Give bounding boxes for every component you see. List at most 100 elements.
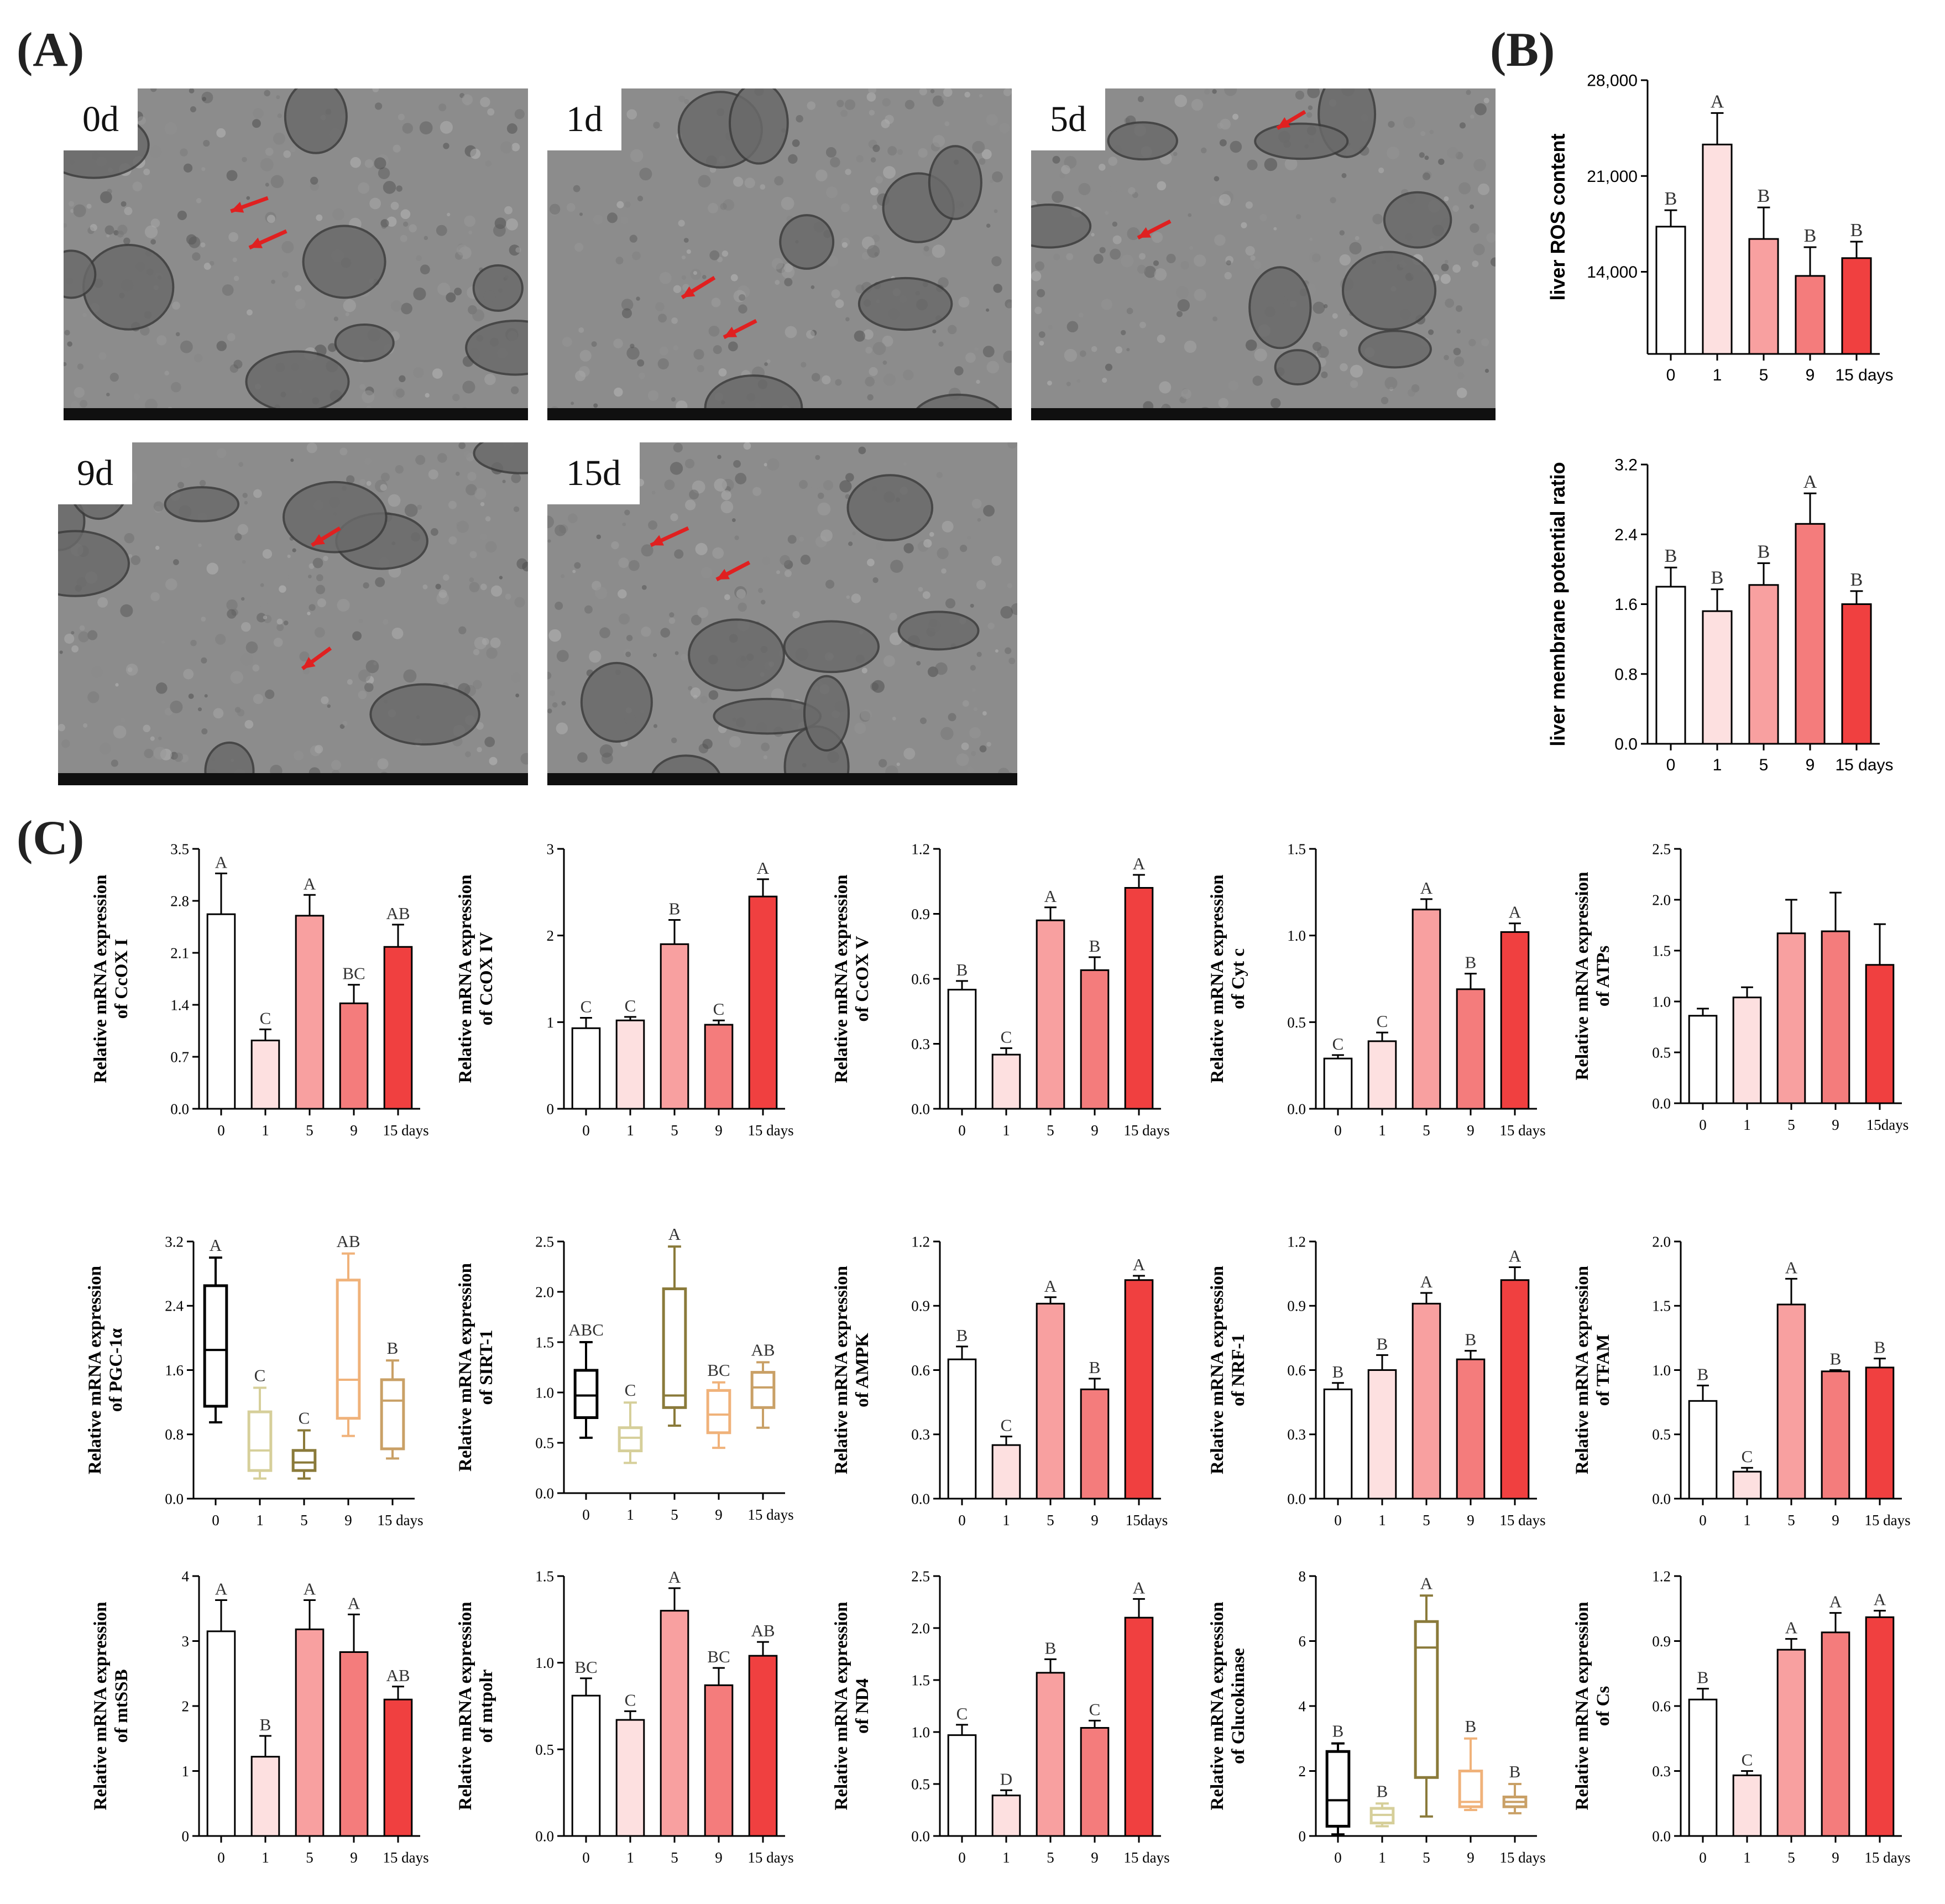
chart-tfam: 0.0 0.5 1.0 1.5 2.0 0 1 5 9 15 days Relative mRNA … xyxy=(1572,1233,1911,1529)
x-tick-label: 0 xyxy=(212,1512,219,1529)
significance-letter: A xyxy=(668,1224,681,1244)
y-tick-label: 2.8 xyxy=(170,893,189,909)
x-tick-label: 1 xyxy=(256,1512,264,1529)
x-tick-label: 5 xyxy=(1423,1849,1430,1866)
x-tick-label: 9 xyxy=(1806,366,1815,384)
box-pgc-4 xyxy=(380,1378,405,1451)
panel-label-b: (B) xyxy=(1490,23,1555,77)
x-tick-label: 5 xyxy=(1047,1122,1054,1139)
significance-letter: BC xyxy=(342,964,365,983)
significance-letter: C xyxy=(1089,1699,1101,1719)
x-tick-label: 1 xyxy=(626,1849,634,1866)
chart-mmp: 0.0 0.8 1.6 2.4 3.2 0 1 5 9 15 days liver membrane… xyxy=(1546,456,1894,775)
bar-tfam-0 xyxy=(1688,1400,1718,1500)
significance-letter: B xyxy=(1711,568,1724,588)
x-tick-label: 0 xyxy=(1666,366,1676,384)
bar-cox1-2 xyxy=(295,915,325,1110)
chart-nd4: 0.0 0.5 1.0 1.5 2.0 2.5 0 1 5 9 15 days Relative mR… xyxy=(832,1568,1170,1866)
y-tick-label: 0.6 xyxy=(911,1362,930,1379)
x-tick-label: 5 xyxy=(306,1849,313,1866)
scale-bar xyxy=(1031,408,1496,420)
bar-ampk-4 xyxy=(1124,1279,1154,1500)
x-tick-label: 0 xyxy=(1334,1849,1342,1866)
y-tick-label: 2.5 xyxy=(911,1568,930,1584)
x-tick-label: 15 days xyxy=(1123,1122,1169,1139)
significance-letter: B xyxy=(1332,1362,1344,1381)
y-tick-label: 3.5 xyxy=(170,841,189,857)
y-tick-label: 0.5 xyxy=(535,1434,554,1451)
bar-atps-0 xyxy=(1688,1015,1718,1104)
micrograph-label: 15d xyxy=(547,442,640,504)
y-tick-label: 0.0 xyxy=(535,1828,554,1844)
y-axis-label: liver membrane potential ratio xyxy=(1546,462,1569,746)
significance-letter: B xyxy=(1665,189,1677,209)
x-tick-label: 15 days xyxy=(1864,1512,1910,1529)
chart-mtpolr: 0.0 0.5 1.0 1.5 0 1 5 9 15 days Relative mRNA exp… xyxy=(456,1567,794,1866)
y-axis-label: Relative mRNA expressionof mtSSB xyxy=(91,1602,132,1810)
significance-letter: A xyxy=(1785,1258,1798,1277)
x-tick-label: 15 days xyxy=(747,1122,793,1139)
x-tick-label: 9 xyxy=(715,1122,723,1139)
micrograph-5d: 5d xyxy=(1031,88,1496,420)
significance-letter: B xyxy=(1089,1358,1101,1377)
chart-cs: 0.0 0.3 0.6 0.9 1.2 0 1 5 9 15 days Relative mRNA … xyxy=(1572,1568,1911,1866)
micrograph-label: 1d xyxy=(547,88,621,150)
scale-bar xyxy=(547,408,1012,420)
y-tick-label: 0.7 xyxy=(170,1048,189,1065)
y-tick-label: 3 xyxy=(547,841,555,857)
bar-mtpolr-2 xyxy=(660,1610,689,1837)
y-tick-label: 0.0 xyxy=(535,1485,554,1501)
chart-sirt: 0.0 0.5 1.0 1.5 2.0 2.5 0 1 5 9 15 days Relative mR… xyxy=(456,1224,794,1523)
significance-letter: A xyxy=(1785,1618,1798,1637)
x-tick-label: 9 xyxy=(350,1122,358,1139)
x-tick-label: 9 xyxy=(1832,1849,1839,1866)
y-tick-label: 1.5 xyxy=(1652,1298,1671,1314)
significance-letter: C xyxy=(1001,1416,1012,1435)
bar-cox5-4 xyxy=(1124,887,1154,1110)
x-tick-label: 15 days xyxy=(1499,1849,1545,1866)
micrograph-label: 0d xyxy=(64,88,138,150)
significance-letter: C xyxy=(1001,1027,1012,1046)
significance-letter: A xyxy=(210,1235,222,1255)
y-tick-label: 1.0 xyxy=(1287,927,1306,944)
chart-pgc: 0.0 0.8 1.6 2.4 3.2 0 1 5 9 15 days Relative mRNA … xyxy=(85,1232,423,1529)
y-tick-label: 0 xyxy=(182,1828,190,1844)
bar-atps-3 xyxy=(1821,930,1850,1104)
y-tick-label: 0 xyxy=(547,1100,555,1117)
significance-letter: AB xyxy=(751,1340,775,1359)
y-tick-label: 4 xyxy=(1299,1698,1306,1714)
x-tick-label: 0 xyxy=(958,1849,966,1866)
y-tick-label: 0.0 xyxy=(1614,735,1638,754)
y-tick-label: 1.2 xyxy=(1652,1568,1671,1584)
significance-letter: AB xyxy=(386,904,410,923)
x-tick-label: 5 xyxy=(1759,756,1769,774)
x-tick-label: 1 xyxy=(1713,756,1722,774)
x-tick-label: 5 xyxy=(1787,1117,1795,1133)
x-tick-label: 15 days xyxy=(1499,1122,1545,1139)
box-sirt-1 xyxy=(618,1426,643,1453)
y-tick-label: 0.5 xyxy=(535,1741,554,1758)
x-tick-label: 15 days xyxy=(1835,366,1893,384)
y-tick-label: 1.2 xyxy=(1287,1233,1306,1250)
micrograph-9d: 9d xyxy=(58,442,528,785)
y-tick-label: 0.3 xyxy=(911,1036,930,1052)
bar-mtpolr-4 xyxy=(748,1655,778,1837)
y-tick-label: 0.9 xyxy=(911,906,930,922)
x-tick-label: 15 days xyxy=(383,1122,428,1139)
micrograph-label: 9d xyxy=(58,442,132,504)
y-tick-label: 2.0 xyxy=(1652,1233,1671,1250)
significance-letter: C xyxy=(625,996,636,1015)
significance-letter: B xyxy=(1045,1638,1057,1657)
y-tick-label: 1.5 xyxy=(911,1672,930,1688)
y-tick-label: 0.9 xyxy=(911,1298,930,1314)
y-tick-label: 0.3 xyxy=(911,1426,930,1443)
chart-ampk: 0.0 0.3 0.6 0.9 1.2 0 1 5 9 15days Relative mRNA e… xyxy=(832,1233,1168,1529)
y-tick-label: 2.4 xyxy=(165,1298,184,1314)
bar-cox4-4 xyxy=(748,895,778,1110)
x-tick-label: 9 xyxy=(1832,1512,1839,1529)
bar-cytc-4 xyxy=(1500,931,1530,1110)
y-axis-label: Relative mRNA expressionof ND4 xyxy=(832,1602,872,1810)
bar-mtpolr-3 xyxy=(704,1684,734,1837)
x-tick-label: 5 xyxy=(1047,1512,1054,1529)
y-axis-label: Relative mRNA expressionof Cs xyxy=(1572,1602,1613,1810)
